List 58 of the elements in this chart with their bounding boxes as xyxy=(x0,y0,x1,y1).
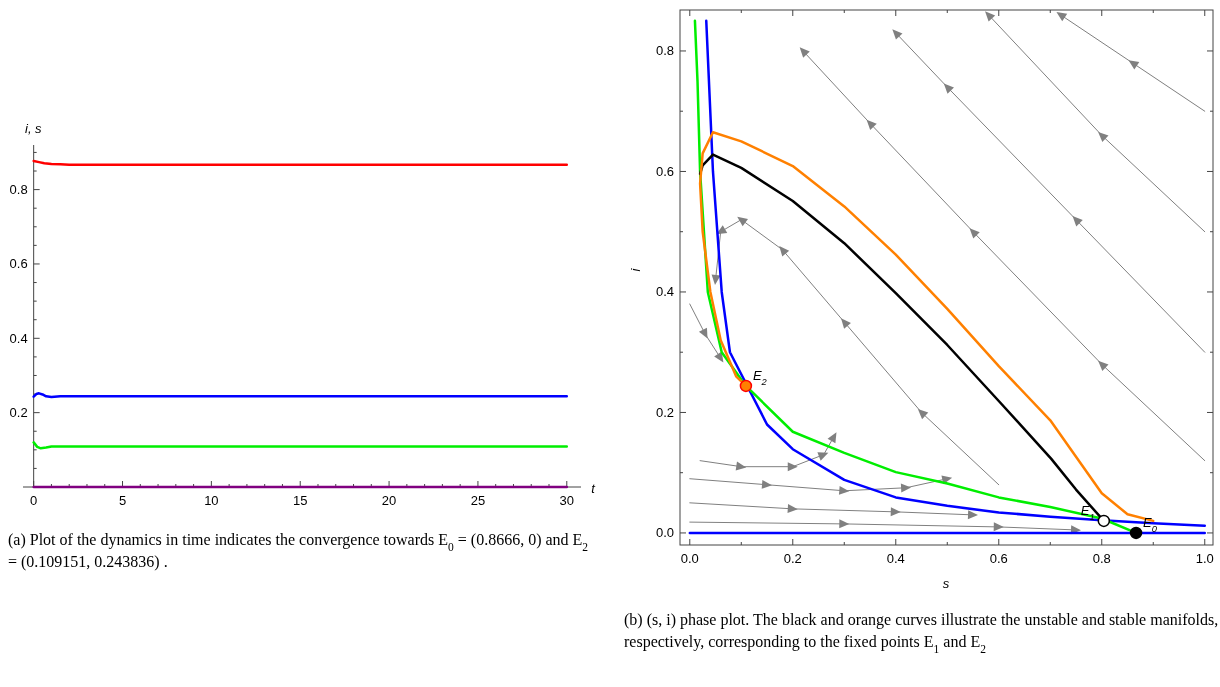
y-tick-label: 0.6 xyxy=(9,256,28,272)
point xyxy=(969,228,980,239)
point xyxy=(841,318,851,329)
x-tick-label: 15 xyxy=(292,493,308,508)
text: (a) Plot of the dynamics in time indicates the convergence towards E$_{0}$ = (0.8666, 0) and E$_{2}$ = (0.109151, 0.243836) . xyxy=(8,531,589,570)
x-tick-label: 0.0 xyxy=(680,551,699,566)
line-series xyxy=(705,19,1207,527)
x-tick-label: 5 xyxy=(118,493,127,508)
x-tick-label: 30 xyxy=(559,493,575,508)
point xyxy=(1097,514,1111,528)
x-tick-label: 10 xyxy=(204,493,219,508)
x-axis-title: s xyxy=(942,576,950,591)
x-axis-title: t xyxy=(591,481,597,496)
point xyxy=(779,245,790,257)
point xyxy=(838,485,850,495)
x-tick-label: 1.0 xyxy=(1195,551,1214,566)
annotation: E$_{2}$ xyxy=(752,367,768,387)
x-tick-label: 25 xyxy=(470,493,486,508)
x-tick-label: 20 xyxy=(381,493,397,508)
point xyxy=(787,462,798,472)
x-tick-label: 0.8 xyxy=(1092,551,1111,566)
y-tick-label: 0.8 xyxy=(9,182,28,198)
point xyxy=(917,409,929,420)
y-axis-title: i xyxy=(628,267,643,272)
point xyxy=(735,461,747,471)
point xyxy=(1129,526,1143,540)
text: (b) (s, i) phase plot. The black and orange curves illustrate the unstable and stable manifolds, respectively, corresponding to the fixed points E$_{1}$ and E$_{2}$ xyxy=(624,611,1219,655)
x-tick-label: 0.2 xyxy=(783,551,802,566)
point xyxy=(737,216,748,227)
y-tick-label: 0.6 xyxy=(655,163,674,179)
y-tick-label: 0.0 xyxy=(655,525,674,541)
point xyxy=(817,452,829,461)
x-tick-label: 0.4 xyxy=(886,551,905,566)
point xyxy=(943,83,954,94)
point xyxy=(993,522,1004,532)
point xyxy=(799,47,810,58)
y-axis-title: i, s xyxy=(25,121,43,136)
y-tick-label: 0.2 xyxy=(655,404,674,420)
point xyxy=(890,507,901,517)
point xyxy=(866,119,877,130)
annotation: E$_{0}$ xyxy=(1143,514,1158,534)
point xyxy=(892,29,903,40)
point xyxy=(1072,216,1083,227)
point xyxy=(739,379,753,393)
y-tick-label: 0.2 xyxy=(9,405,28,421)
x-tick-label: 0.6 xyxy=(989,551,1008,566)
point xyxy=(711,274,721,285)
annotation: E$_{1}$ xyxy=(1080,502,1095,522)
point xyxy=(839,519,850,529)
y-tick-label: 0.8 xyxy=(655,43,674,59)
point xyxy=(787,504,798,514)
point xyxy=(900,483,912,493)
x-tick-label: 0 xyxy=(30,493,38,508)
y-tick-label: 0.4 xyxy=(655,284,674,300)
point xyxy=(967,510,979,520)
point xyxy=(1098,360,1109,371)
y-tick-label: 0.4 xyxy=(9,330,28,346)
point xyxy=(761,479,773,489)
